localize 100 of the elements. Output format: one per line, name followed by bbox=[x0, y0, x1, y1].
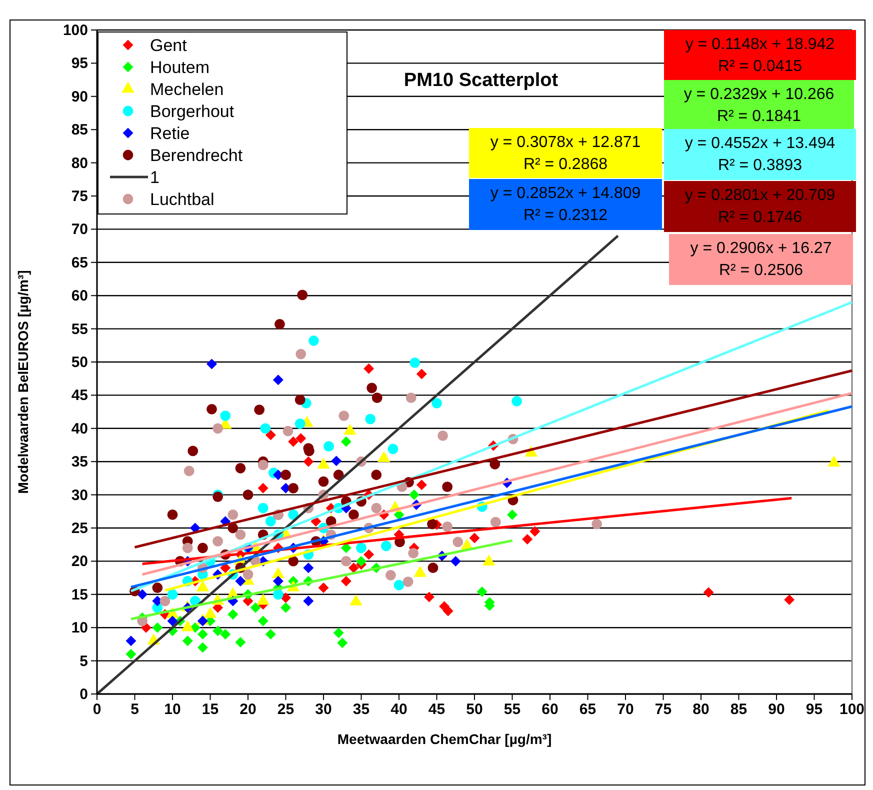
point bbox=[152, 582, 163, 593]
point bbox=[235, 636, 246, 648]
point bbox=[394, 580, 404, 590]
point bbox=[442, 606, 454, 616]
y-tick-label: 40 bbox=[71, 420, 88, 438]
point bbox=[258, 460, 268, 470]
y-tick-label: 50 bbox=[71, 354, 88, 371]
point bbox=[592, 518, 602, 530]
point bbox=[371, 502, 382, 514]
point bbox=[442, 521, 453, 532]
point bbox=[366, 382, 378, 394]
point bbox=[469, 532, 480, 544]
point bbox=[356, 542, 366, 554]
point bbox=[280, 592, 291, 603]
y-tick-label: 5 bbox=[80, 652, 88, 670]
point bbox=[260, 423, 271, 434]
point bbox=[220, 628, 231, 640]
x-tick-label: 35 bbox=[352, 701, 370, 718]
y-tick-label: 10 bbox=[71, 620, 88, 637]
point bbox=[340, 576, 352, 586]
x-tick-label: 75 bbox=[654, 701, 672, 718]
y-tick-label: 85 bbox=[71, 122, 88, 139]
x-tick-label: 100 bbox=[839, 701, 865, 718]
point bbox=[408, 490, 420, 500]
x-axis-title: Meetwaarden ChemChar [µg/m³] bbox=[337, 731, 552, 747]
point bbox=[416, 480, 427, 490]
point bbox=[167, 510, 178, 520]
point bbox=[212, 536, 223, 546]
x-tick-label: 5 bbox=[130, 701, 139, 718]
point bbox=[303, 596, 314, 606]
point bbox=[288, 556, 298, 566]
point bbox=[242, 569, 254, 580]
y-tick-label: 80 bbox=[71, 154, 88, 172]
annotation: y = 0.1148x + 18.942 R² = 0.0415 bbox=[685, 36, 835, 75]
point bbox=[167, 589, 178, 600]
point bbox=[272, 576, 284, 586]
point bbox=[265, 628, 276, 640]
x-tick-label: 30 bbox=[315, 701, 332, 718]
point bbox=[406, 392, 416, 404]
point bbox=[206, 358, 218, 370]
x-tick-label: 60 bbox=[542, 701, 558, 718]
point bbox=[784, 594, 795, 605]
y-tick-label: 55 bbox=[71, 320, 88, 338]
point bbox=[258, 616, 268, 626]
point bbox=[167, 616, 178, 626]
point bbox=[428, 562, 438, 574]
point bbox=[356, 556, 366, 566]
x-tick-label: 15 bbox=[202, 701, 219, 718]
point bbox=[380, 540, 392, 552]
point bbox=[388, 444, 398, 454]
point bbox=[333, 470, 344, 480]
x-tick-label: 25 bbox=[277, 701, 294, 718]
point bbox=[126, 636, 136, 646]
y-tick-label: 15 bbox=[71, 586, 88, 604]
point bbox=[235, 529, 246, 540]
y-tick-label: 20 bbox=[71, 553, 88, 570]
point bbox=[296, 433, 306, 444]
point bbox=[250, 602, 261, 613]
point bbox=[297, 290, 308, 300]
point bbox=[402, 576, 414, 587]
point bbox=[408, 548, 419, 558]
x-tick-label: 10 bbox=[164, 701, 181, 718]
point bbox=[137, 589, 148, 600]
point bbox=[182, 542, 193, 554]
point bbox=[160, 596, 170, 606]
y-tick-label: 100 bbox=[62, 22, 88, 39]
point bbox=[371, 470, 382, 480]
y-tick-label: 30 bbox=[71, 486, 88, 504]
point bbox=[220, 410, 231, 421]
point bbox=[198, 542, 208, 554]
point bbox=[340, 542, 352, 554]
point bbox=[442, 482, 453, 492]
annotation: y = 0.4552x + 13.494 R² = 0.3893 bbox=[684, 135, 836, 174]
legend-label: Retie bbox=[150, 124, 190, 143]
point bbox=[258, 502, 268, 514]
x-tick-label: 45 bbox=[428, 701, 446, 718]
point bbox=[340, 436, 352, 447]
x-tick-label: 90 bbox=[768, 701, 785, 718]
point bbox=[337, 638, 348, 648]
point bbox=[212, 626, 224, 636]
point bbox=[530, 526, 540, 537]
x-tick-label: 40 bbox=[390, 701, 408, 718]
point bbox=[507, 509, 518, 520]
point bbox=[438, 430, 448, 441]
point bbox=[303, 562, 314, 574]
x-tick-label: 50 bbox=[466, 701, 483, 718]
y-tick-label: 65 bbox=[71, 254, 88, 272]
point bbox=[703, 587, 714, 598]
point bbox=[273, 589, 284, 600]
point bbox=[452, 536, 464, 548]
y-axis-title: Modelwaarden BelEUROS [µg/m³] bbox=[15, 270, 31, 494]
point bbox=[490, 516, 501, 528]
y-tick-label: 60 bbox=[71, 288, 88, 305]
x-tick-label: 55 bbox=[504, 701, 521, 718]
point bbox=[228, 510, 238, 520]
point bbox=[182, 636, 193, 646]
x-tick-label: 85 bbox=[730, 701, 748, 718]
point bbox=[288, 510, 298, 520]
point bbox=[197, 628, 208, 640]
point bbox=[372, 392, 382, 404]
